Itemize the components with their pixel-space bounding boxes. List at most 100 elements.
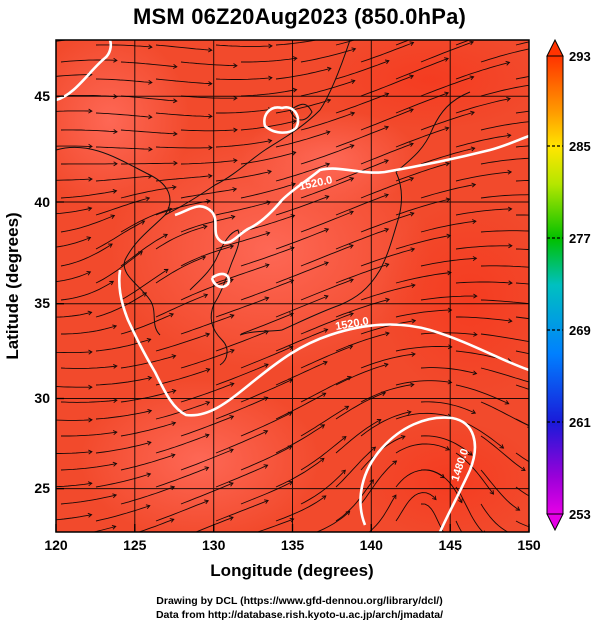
streamline [275,40,319,46]
streamline-arrowhead [593,235,597,239]
streamline [215,397,268,420]
streamline-arrowhead [292,56,298,62]
streamline [275,361,328,386]
streamline [456,316,512,322]
streamline-arrowhead [229,516,234,521]
streamline [360,384,414,403]
streamline [60,463,117,471]
streamline-arrowhead [531,46,535,50]
streamline [515,248,529,251]
streamline-arrowhead [384,159,389,164]
streamline [60,243,113,267]
streamline-arrowhead [142,292,148,297]
streamline [275,131,330,148]
streamline [420,367,477,375]
streamline [360,411,411,437]
streamline [95,338,151,352]
streamline-arrowhead [87,481,93,487]
streamline [275,195,329,216]
streamline-arrowhead [87,206,93,212]
streamline-arrowhead [138,251,143,256]
streamline-arrowhead [321,495,327,500]
streamline [275,163,330,182]
streamline [480,469,520,511]
streamline-arrowhead [292,87,298,93]
streamline [61,431,117,437]
streamline-arrowhead [444,126,450,132]
streamline [455,486,484,532]
streamline-arrowhead [349,177,355,182]
streamline [215,140,272,148]
streamline-arrowhead [322,360,328,366]
streamline [420,295,477,301]
streamline-arrowhead [146,440,152,446]
streamline-arrowhead [112,461,118,467]
streamline-arrowhead [87,310,93,316]
streamline [515,452,529,463]
streamline [155,368,210,386]
streamline [120,313,174,335]
streamline-arrowhead [348,344,354,350]
streamline-arrowhead [148,79,153,85]
streamline [360,108,414,131]
streamline-arrowhead [593,92,597,96]
streamline-arrowhead [204,433,210,439]
streamline-arrowhead [233,63,238,69]
streamline-arrowhead [351,47,357,53]
streamline-arrowhead [593,303,597,307]
streamline-arrowhead [593,200,597,204]
streamline [275,261,329,284]
streamline-arrowhead [533,266,537,270]
streamline [395,235,451,250]
streamline-arrowhead [440,473,445,479]
streamline-arrowhead [567,33,571,37]
streamline [300,405,349,437]
streamline-arrowhead [229,314,235,319]
streamline [155,175,212,182]
streamline [56,386,92,388]
streamline-arrowhead [229,448,234,453]
streamline-arrowhead [109,280,115,286]
streamline-arrowhead [350,111,356,117]
streamline [240,412,293,437]
streamline [275,458,325,488]
streamline-arrowhead [504,400,510,405]
streamline [215,363,269,386]
streamline-arrowhead [565,435,569,439]
streamline [155,44,212,51]
streamline [360,212,414,233]
streamline [395,469,445,488]
streamline-arrowhead [350,79,356,84]
streamline [335,126,389,148]
streamline [194,516,234,532]
streamline-arrowhead [201,255,207,261]
streamline [335,228,389,250]
streamline [56,419,93,421]
streamline [480,84,529,97]
streamline-arrowhead [264,296,270,302]
streamline [60,129,118,133]
streamline-arrowhead [533,229,537,233]
streamline [455,61,510,80]
streamline [240,89,297,97]
streamline-arrowhead [173,160,178,166]
y-tick-label: 45 [34,88,50,104]
streamline-arrowhead [567,396,571,400]
streamline [335,392,386,420]
streamline [395,127,449,148]
streamline [360,353,416,369]
streamline [335,93,389,114]
streamline [120,234,168,267]
streamline-arrowhead [291,150,297,156]
streamline-arrowhead [207,47,213,53]
streamline-arrowhead [593,164,597,168]
temperature-field: 1520.0 1520.0 1480.0 [56,33,597,536]
streamline-arrowhead [593,532,597,536]
streamline-arrowhead [469,40,475,46]
x-tick-label: 145 [439,537,463,553]
streamline [121,162,178,165]
streamline-arrowhead [204,499,210,505]
streamline [275,67,332,80]
streamline-arrowhead [384,262,390,268]
streamline-arrowhead [563,472,567,476]
